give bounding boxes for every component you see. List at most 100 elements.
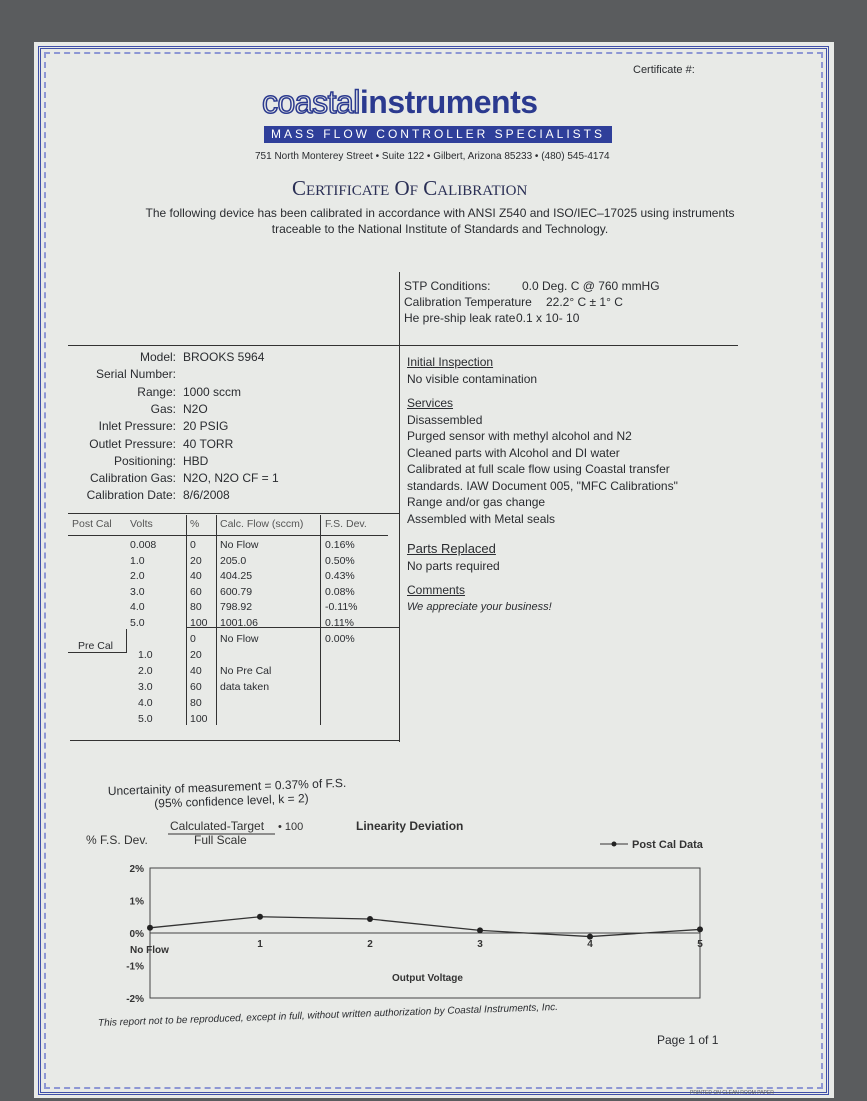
device-info: Model: BROOKS 5964 Serial Number: Range: 100… xyxy=(0,350,400,510)
table-cell: 3.0 xyxy=(130,585,145,598)
device-label: Calibration Gas: xyxy=(89,471,176,486)
y-tick-label: 0% xyxy=(130,929,145,940)
table-gridline xyxy=(68,652,126,653)
table-cell: 0.00% xyxy=(325,633,355,645)
table-cell: 4.0 xyxy=(130,601,145,613)
legend-label: Post Cal Data xyxy=(632,839,704,851)
intro-text: The following device has been calibrated… xyxy=(120,205,760,237)
table-cell: 2.0 xyxy=(138,665,153,677)
divider xyxy=(399,272,400,742)
table-cell: 3.0 xyxy=(138,681,153,693)
formula-denominator: Full Scale xyxy=(194,833,247,847)
device-label: Inlet Pressure: xyxy=(98,419,176,434)
series-line xyxy=(149,916,701,938)
table-cell: 100 xyxy=(190,616,208,629)
data-point xyxy=(587,933,593,940)
device-value: 40 TORR xyxy=(183,436,234,451)
condition-row: He pre-ship leak rate0.1 x 10- 10 xyxy=(404,310,660,326)
section-item: Calibrated at full scale flow using Coas… xyxy=(407,462,678,493)
inspection-services: Initial Inspection No visible contaminati… xyxy=(407,354,727,615)
table-cell: No Flow xyxy=(220,539,259,551)
section-heading: Comments xyxy=(407,583,466,597)
table-cell: No Flow xyxy=(220,633,259,645)
condition-row: STP Conditions: 0.0 Deg. C @ 760 mmHG xyxy=(404,278,660,294)
table-cell: -0.11% xyxy=(325,601,358,613)
device-value: HBD xyxy=(183,453,209,468)
tagline: MASS FLOW CONTROLLER SPECIALISTS xyxy=(264,126,612,143)
device-label: Outlet Pressure: xyxy=(89,436,176,451)
table-cell: 80 xyxy=(190,601,202,613)
y-axis-label: % F.S. Dev. xyxy=(86,833,148,847)
table-gridline xyxy=(399,515,400,725)
y-tick-label: 2% xyxy=(130,864,145,875)
table-cell: 0.11% xyxy=(325,616,354,629)
data-point xyxy=(697,926,703,933)
certificate-paper xyxy=(34,42,834,1098)
condition-label: He pre-ship leak rate xyxy=(404,311,516,325)
section-item: Disassembled xyxy=(407,412,483,427)
table-cell: 0.43% xyxy=(325,570,355,582)
logo-bold-text: instruments xyxy=(359,84,538,120)
table-header: Volts xyxy=(130,518,153,530)
table-gridline xyxy=(186,515,187,725)
intro-line: traceable to the National Institute of S… xyxy=(271,222,609,236)
table-cell: 205.0 xyxy=(220,554,247,567)
table-cell: 2.0 xyxy=(130,570,145,582)
section-item: Cleaned parts with Alcohol and DI water xyxy=(407,445,620,460)
section-item: Range and/or gas change xyxy=(407,495,546,509)
divider xyxy=(70,740,400,741)
table-gridline xyxy=(126,629,127,653)
table-cell: 0.16% xyxy=(325,539,355,551)
table-header: Calc. Flow (sccm) xyxy=(220,518,304,530)
table-cell: 40 xyxy=(190,665,202,677)
divider xyxy=(68,345,738,346)
data-point xyxy=(257,913,263,920)
y-tick-label: 1% xyxy=(130,897,145,908)
device-value: 20 PSIG xyxy=(183,419,229,434)
table-cell: 1.0 xyxy=(138,649,153,661)
device-value: 1000 sccm xyxy=(183,384,242,399)
table-cell: 80 xyxy=(190,697,202,709)
section-heading: Services xyxy=(407,396,454,410)
x-tick-label: 2 xyxy=(367,939,373,950)
table-cell: 4.0 xyxy=(138,697,153,709)
legend-marker xyxy=(611,841,617,847)
section-item: We appreciate your business! xyxy=(407,600,552,613)
table-cell: data taken xyxy=(220,681,270,693)
x-start-label: No Flow xyxy=(130,945,169,956)
condition-value: 0.1 x 10- 10 xyxy=(516,311,580,325)
device-value: N2O xyxy=(183,401,208,416)
device-value: N2O, N2O CF = 1 xyxy=(183,471,279,486)
section-item: Purged sensor with methyl alcohol and N2 xyxy=(407,429,632,443)
x-tick-label: 4 xyxy=(587,939,593,950)
table-cell: 798.92 xyxy=(220,601,253,613)
condition-value: 0.0 Deg. C @ 760 mmHG xyxy=(522,279,660,293)
page-number: Page 1 of 1 xyxy=(657,1033,719,1047)
table-cell: 5.0 xyxy=(130,616,145,629)
table-cell: 404.25 xyxy=(220,570,253,582)
table-cell: 0.08% xyxy=(325,585,355,598)
table-cell: 600.79 xyxy=(220,585,253,598)
condition-value: 22.2° C ± 1° C xyxy=(546,295,623,309)
section-heading: Initial Inspection xyxy=(407,355,494,369)
decorative-border xyxy=(38,46,829,1095)
table-cell: 5.0 xyxy=(138,713,153,725)
intro-line: The following device has been calibrated… xyxy=(145,206,735,220)
table-cell: 0.50% xyxy=(325,554,355,567)
device-label: Calibration Date: xyxy=(86,488,176,503)
table-header: F.S. Dev. xyxy=(325,518,367,530)
table-gridline xyxy=(68,535,388,536)
table-cell: 100 xyxy=(190,713,208,725)
y-tick-label: -1% xyxy=(126,962,144,973)
table-cell: 20 xyxy=(190,649,202,661)
table-cell: 40 xyxy=(190,570,202,582)
section-item: Assembled with Metal seals xyxy=(407,511,556,526)
table-header: Post Cal xyxy=(72,518,112,530)
device-label: Range: xyxy=(137,384,176,399)
device-label: Gas: xyxy=(150,401,176,416)
table-cell: 1.0 xyxy=(130,554,145,567)
x-axis-label: Output Voltage xyxy=(392,973,463,984)
table-cell: 60 xyxy=(190,681,202,693)
logo-outline-text: coastal xyxy=(261,83,361,121)
data-point xyxy=(477,927,483,934)
